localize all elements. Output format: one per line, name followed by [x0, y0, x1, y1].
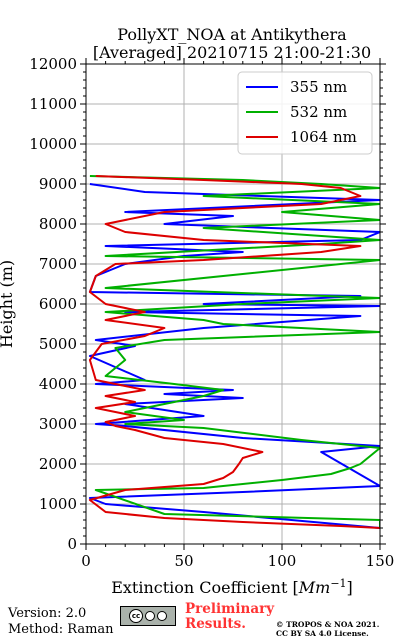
- axes: 0 50 100 150 0 1000 2000 3000 4000 5000 6000 7000 80…: [29, 55, 394, 570]
- y-tick-label: 3000: [39, 415, 77, 433]
- preliminary-notice: Preliminary Results.: [185, 602, 274, 632]
- copyright-line: © TROPOS & NOA 2021.: [276, 620, 380, 629]
- x-tick-label: 0: [81, 552, 91, 570]
- y-tick-label: 10000: [29, 135, 77, 153]
- x-axis-label: Extinction Coefficient [Mm−1]: [111, 577, 353, 598]
- legend: 355 nm 532 nm 1064 nm: [237, 71, 373, 155]
- y-axis-label: Height (m): [0, 260, 16, 348]
- y-tick-label: 6000: [39, 295, 77, 313]
- copyright-notice: © TROPOS & NOA 2021. CC BY SA 4.0 Licens…: [276, 620, 379, 638]
- y-tick-label: 11000: [29, 95, 77, 113]
- chart-subtitle: [Averaged] 20210715 21:00-21:30: [93, 43, 371, 62]
- x-tick-label: 100: [268, 552, 297, 570]
- by-icon: [145, 611, 155, 621]
- legend-label: 1064 nm: [290, 128, 357, 146]
- preliminary-line: Preliminary: [185, 601, 275, 617]
- y-tick-label: 5000: [39, 335, 77, 353]
- legend-label: 355 nm: [290, 78, 347, 96]
- extinction-profile-chart: PollyXT_NOA at Antikythera [Averaged] 20…: [0, 25, 394, 598]
- sa-icon: [157, 611, 167, 621]
- legend-box: [237, 71, 373, 155]
- results-line: Results.: [185, 616, 246, 632]
- cc-license-badge: cc: [120, 606, 176, 626]
- y-tick-label: 2000: [39, 455, 77, 473]
- y-tick-label: 12000: [29, 55, 77, 73]
- version-text: Version: 2.0: [8, 606, 87, 621]
- x-tick-label: 50: [174, 552, 193, 570]
- y-tick-label: 7000: [39, 255, 77, 273]
- x-tick-label: 150: [366, 552, 395, 570]
- y-tick-label: 0: [67, 535, 77, 553]
- series-line-355-nm: [88, 183, 380, 529]
- y-tick-label: 9000: [39, 175, 77, 193]
- y-tick-label: 8000: [39, 215, 77, 233]
- series-line-532-nm: [89, 175, 380, 528]
- method-text: Method: Raman: [8, 622, 114, 637]
- footer-info: Version: 2.0 Method: Raman: [8, 606, 114, 638]
- chart-title: PollyXT_NOA at Antikythera: [117, 25, 347, 44]
- y-tick-label: 4000: [39, 375, 77, 393]
- license-line: CC BY SA 4.0 License.: [276, 629, 369, 638]
- cc-logo-icon: cc: [129, 609, 143, 623]
- data-series: [88, 175, 380, 529]
- y-tick-label: 1000: [39, 495, 77, 513]
- legend-label: 532 nm: [290, 103, 347, 121]
- series-line-1064-nm: [88, 175, 380, 529]
